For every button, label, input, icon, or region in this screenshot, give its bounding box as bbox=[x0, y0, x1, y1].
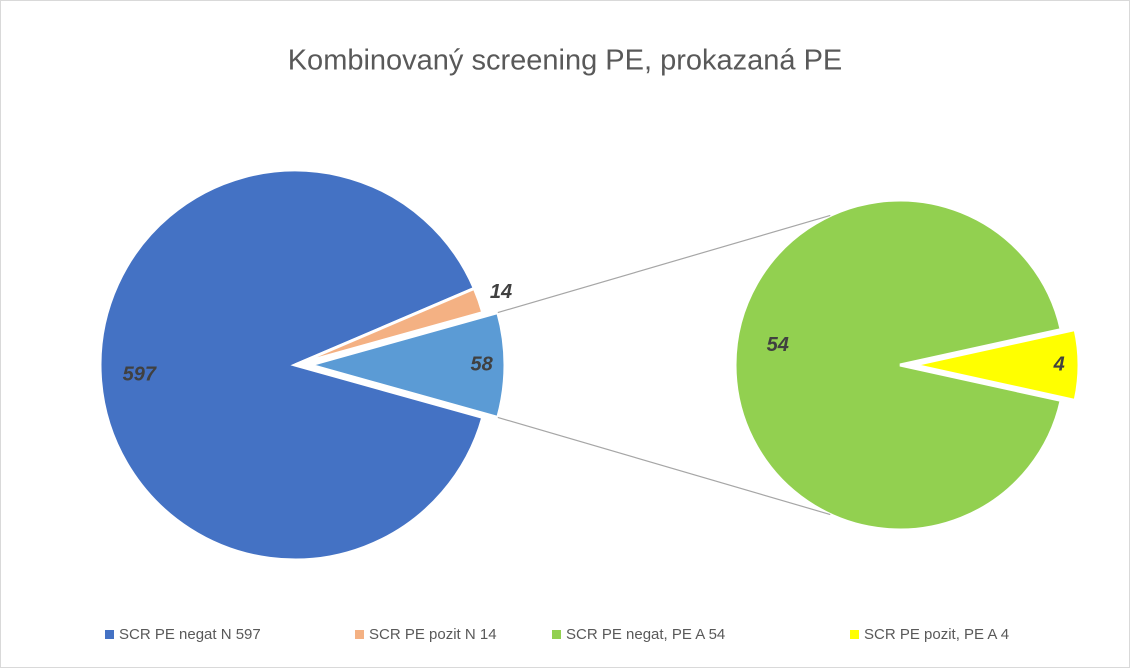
legend-swatch bbox=[355, 630, 364, 639]
pie-slice bbox=[913, 327, 1081, 403]
legend-label: SCR PE negat, PE A 54 bbox=[566, 626, 725, 643]
data-label: 58 bbox=[470, 353, 493, 375]
pie-slice bbox=[98, 168, 485, 562]
data-label: 54 bbox=[767, 334, 789, 356]
connector-line bbox=[497, 214, 831, 314]
pie-slice bbox=[294, 286, 485, 367]
connector-line bbox=[497, 416, 831, 516]
data-label: 14 bbox=[490, 281, 512, 303]
data-label: 597 bbox=[123, 364, 157, 386]
chart-title: Kombinovaný screening PE, prokazaná PE bbox=[288, 45, 843, 77]
legend-label: SCR PE negat N 597 bbox=[119, 626, 261, 643]
legend-label: SCR PE pozit, PE A 4 bbox=[864, 626, 1009, 643]
pie-slice bbox=[304, 310, 507, 420]
legend-swatch bbox=[850, 630, 859, 639]
legend-swatch bbox=[105, 630, 114, 639]
legend-swatch bbox=[552, 630, 561, 639]
pie-slice bbox=[733, 198, 1063, 532]
data-label: 4 bbox=[1053, 353, 1065, 375]
legend-label: SCR PE pozit N 14 bbox=[369, 626, 497, 643]
